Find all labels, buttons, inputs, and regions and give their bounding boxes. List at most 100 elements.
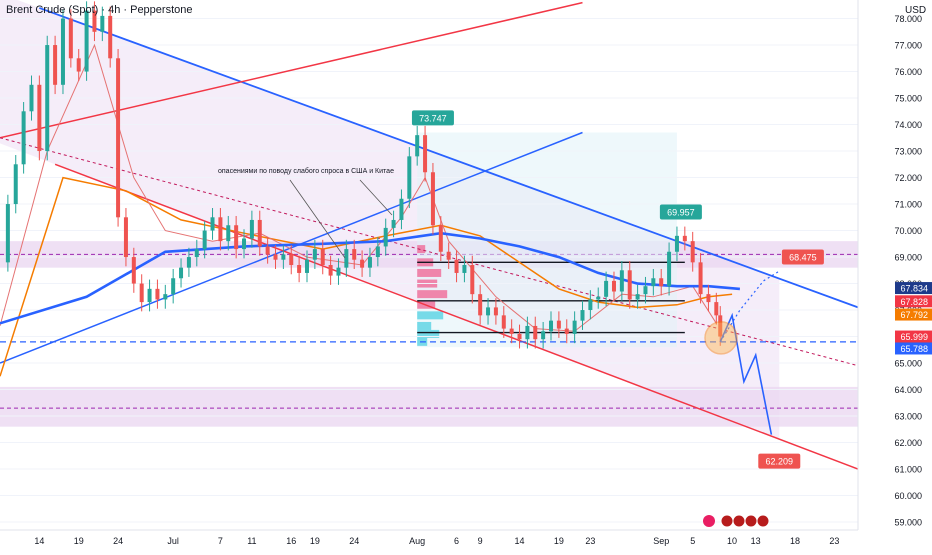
candle-body bbox=[470, 265, 475, 295]
axis-price-badge-text: 67.792 bbox=[900, 310, 928, 320]
candle-body bbox=[344, 249, 349, 268]
candle-body bbox=[580, 310, 585, 321]
candle-body bbox=[163, 294, 168, 300]
x-tick-label: 24 bbox=[113, 536, 123, 546]
axis-price-badge bbox=[895, 282, 932, 295]
volume-profile-bar bbox=[417, 311, 444, 320]
x-tick-label: 5 bbox=[690, 536, 695, 546]
supply-demand-zone bbox=[0, 386, 858, 427]
candle-body bbox=[627, 270, 632, 300]
candle-body bbox=[147, 288, 152, 303]
price-label-box bbox=[758, 453, 801, 469]
candle-body bbox=[53, 45, 58, 85]
moving-average-blue bbox=[0, 231, 741, 325]
candle-body bbox=[667, 251, 672, 287]
price-label: 69.957 bbox=[659, 204, 702, 220]
axis-price-badge-text: 67.828 bbox=[900, 297, 928, 307]
x-tick-label: 24 bbox=[349, 536, 359, 546]
y-tick-label: 63.000 bbox=[894, 412, 922, 422]
candle-body bbox=[68, 18, 73, 59]
volume-profile-bar bbox=[417, 268, 442, 277]
price-label-box bbox=[411, 110, 454, 126]
y-tick-label: 77.000 bbox=[894, 41, 922, 51]
channel-midline bbox=[0, 137, 859, 367]
price-label: 73.747 bbox=[411, 110, 454, 126]
candle-body bbox=[430, 172, 435, 226]
candle-body bbox=[367, 257, 372, 268]
candle-body bbox=[399, 198, 404, 220]
x-tick-label: Aug bbox=[409, 536, 425, 546]
candle-body bbox=[155, 288, 160, 300]
x-tick-label: 11 bbox=[247, 536, 256, 546]
candle-body bbox=[391, 219, 396, 228]
candle-body bbox=[517, 333, 522, 340]
candle-body bbox=[37, 84, 42, 152]
candle-body bbox=[84, 10, 89, 72]
axis-price-badge bbox=[895, 295, 932, 308]
candle-body bbox=[588, 299, 593, 311]
channel-blue-upper bbox=[39, 7, 859, 309]
candle-body bbox=[218, 217, 223, 242]
y-tick-label: 71.000 bbox=[894, 200, 922, 210]
x-tick-label: 23 bbox=[829, 536, 839, 546]
x-tick-label: 6 bbox=[454, 536, 459, 546]
candle-body bbox=[328, 265, 333, 276]
candle-body bbox=[423, 135, 428, 173]
x-tick-label: 16 bbox=[286, 536, 296, 546]
candle-body bbox=[281, 254, 286, 260]
candle-body bbox=[533, 325, 538, 340]
candle-body bbox=[415, 135, 420, 157]
price-label-text: 62.209 bbox=[766, 457, 794, 467]
candle-body bbox=[611, 280, 616, 292]
highlight-circle bbox=[704, 321, 738, 355]
x-tick-label: 23 bbox=[585, 536, 595, 546]
candle-body bbox=[541, 331, 546, 340]
candle-body bbox=[13, 164, 18, 205]
candle-body bbox=[659, 278, 664, 287]
candle-body bbox=[572, 320, 577, 334]
x-tick-label: Jul bbox=[167, 536, 179, 546]
y-tick-label: 74.000 bbox=[894, 120, 922, 130]
candle-body bbox=[446, 251, 451, 260]
candle-body bbox=[509, 328, 514, 334]
forecast-dotted-path bbox=[719, 270, 780, 343]
x-tick-label: 14 bbox=[34, 536, 44, 546]
candle-body bbox=[438, 225, 443, 252]
volume-profile-bar bbox=[417, 321, 432, 330]
candle-body bbox=[45, 45, 50, 152]
price-label-text: 69.957 bbox=[667, 208, 695, 218]
candle-body bbox=[690, 241, 695, 263]
y-tick-label: 62.000 bbox=[894, 438, 922, 448]
y-tick-label: 78.000 bbox=[894, 14, 922, 24]
candle-body bbox=[242, 238, 247, 250]
candle-body bbox=[320, 249, 325, 265]
x-tick-label: 7 bbox=[218, 536, 223, 546]
candle-body bbox=[139, 283, 144, 303]
x-tick-label: 19 bbox=[554, 536, 564, 546]
candle-body bbox=[486, 307, 491, 316]
candle-body bbox=[21, 111, 26, 165]
annotation-pointer bbox=[289, 179, 346, 259]
volume-profile-bar bbox=[417, 290, 448, 299]
axis-price-badge bbox=[895, 308, 932, 321]
price-label-box bbox=[781, 249, 824, 265]
candle-body bbox=[116, 58, 121, 218]
y-tick-label: 60.000 bbox=[894, 491, 922, 501]
moving-average-orange bbox=[0, 176, 733, 377]
axis-price-badge-text: 65.788 bbox=[900, 344, 928, 354]
flag-event-icon bbox=[756, 514, 770, 528]
x-tick-label: 18 bbox=[790, 536, 800, 546]
candle-body bbox=[202, 230, 207, 250]
y-tick-label: 69.000 bbox=[894, 253, 922, 263]
candle-body bbox=[651, 278, 656, 287]
channel-red-lower bbox=[54, 163, 859, 470]
x-tick-label: 19 bbox=[74, 536, 84, 546]
candle-body bbox=[186, 257, 191, 268]
candle-body bbox=[360, 259, 365, 268]
candle-body bbox=[564, 328, 569, 334]
candle-body bbox=[478, 294, 483, 316]
event-icon bbox=[703, 515, 715, 527]
candle-body bbox=[171, 278, 176, 295]
candle-body bbox=[682, 235, 687, 242]
